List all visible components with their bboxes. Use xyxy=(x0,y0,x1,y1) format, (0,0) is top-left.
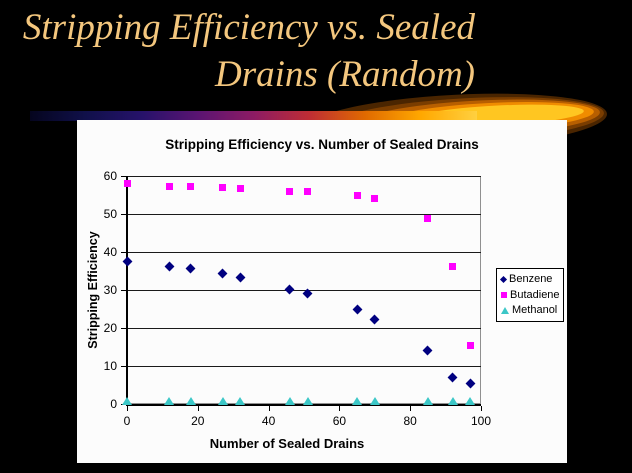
butadiene-data-point xyxy=(449,262,457,270)
x-axis-line xyxy=(126,404,481,406)
triangle-icon xyxy=(501,307,509,315)
y-tick-label: 0 xyxy=(110,397,117,411)
y-tick-label: 20 xyxy=(103,321,117,335)
butadiene-data-point xyxy=(371,195,379,203)
butadiene-data-point xyxy=(424,215,432,223)
x-tick-label: 20 xyxy=(191,414,205,428)
butadiene-data-point xyxy=(165,183,173,191)
methanol-data-point xyxy=(302,397,313,405)
diamond-icon xyxy=(499,275,508,283)
methanol-data-point xyxy=(447,397,458,405)
x-tick-label: 60 xyxy=(332,414,347,428)
x-tick-label: 80 xyxy=(403,414,417,428)
legend-label: Methanol xyxy=(512,304,558,317)
butadiene-data-point xyxy=(353,191,361,199)
square-icon xyxy=(501,292,507,298)
y-tick-label: 40 xyxy=(103,245,117,259)
y-axis-line xyxy=(126,176,128,405)
slide-title-line1: Stripping Efficiency vs. Sealed xyxy=(22,7,475,48)
y-tick-mark xyxy=(121,252,126,253)
legend-item-benzene: Benzene xyxy=(499,272,563,285)
x-tick-mark xyxy=(481,406,482,411)
x-tick-mark xyxy=(410,406,412,411)
x-tick-label: 0 xyxy=(123,414,131,428)
y-tick-label: 50 xyxy=(103,207,117,221)
butadiene-data-point xyxy=(219,183,227,191)
y-tick-mark xyxy=(121,290,126,291)
gridline xyxy=(127,176,481,177)
methanol-data-point xyxy=(217,397,228,405)
gridline xyxy=(127,328,481,329)
butadiene-data-point xyxy=(304,187,312,195)
y-tick-mark xyxy=(121,328,126,329)
methanol-data-point xyxy=(185,397,196,405)
x-tick-mark xyxy=(268,406,270,411)
x-tick-mark xyxy=(127,406,128,411)
butadiene-data-point xyxy=(236,185,244,193)
legend-label: Benzene xyxy=(509,272,553,285)
legend-label: Butadiene xyxy=(510,288,560,301)
methanol-data-point xyxy=(284,397,295,405)
methanol-data-point xyxy=(352,397,363,405)
x-tick-mark xyxy=(339,406,341,411)
y-tick-label: 30 xyxy=(103,283,117,297)
butadiene-data-point xyxy=(286,187,294,195)
chart-title: Stripping Efficiency vs. Number of Seale… xyxy=(165,137,479,152)
x-axis-title: Number of Sealed Drains xyxy=(209,436,365,451)
legend: Benzene Butadiene Methanol xyxy=(496,268,564,322)
gridline xyxy=(127,366,481,367)
x-tick-label: 40 xyxy=(261,414,276,428)
y-tick-label: 10 xyxy=(103,359,117,373)
legend-item-butadiene: Butadiene xyxy=(501,288,563,301)
methanol-data-point xyxy=(422,397,433,405)
slide-title: Stripping Efficiency vs. Sealed Drains (… xyxy=(23,4,475,98)
butadiene-data-point xyxy=(187,183,195,191)
y-tick-mark xyxy=(121,176,126,177)
methanol-data-point xyxy=(465,397,476,405)
methanol-data-point xyxy=(369,397,380,405)
methanol-data-point xyxy=(164,397,175,405)
methanol-data-point xyxy=(122,397,132,405)
methanol-data-point xyxy=(235,397,246,405)
gridline xyxy=(127,252,481,253)
gridline xyxy=(127,214,481,215)
y-tick-mark xyxy=(121,214,126,215)
x-tick-label: 100 xyxy=(470,414,492,428)
legend-item-methanol: Methanol xyxy=(501,305,563,316)
x-tick-mark xyxy=(197,406,199,411)
y-tick-mark xyxy=(121,366,126,367)
y-tick-label: 60 xyxy=(103,169,117,183)
slide-title-line2: Drains (Random) xyxy=(214,54,475,95)
embedded-chart-object[interactable]: Stripping Efficiency vs. Number of Seale… xyxy=(77,120,567,463)
butadiene-data-point xyxy=(466,341,474,349)
butadiene-data-point xyxy=(123,180,131,188)
